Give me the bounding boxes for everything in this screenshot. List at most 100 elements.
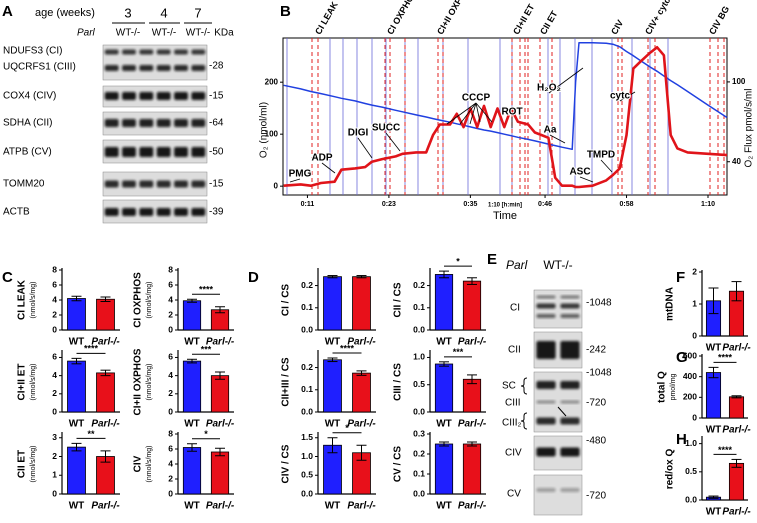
y-tick-label: 0: [692, 330, 697, 340]
annotation: ASC: [569, 167, 590, 178]
y-unit: (nmol/s/mg): [30, 446, 37, 483]
annotation-arrow: [469, 102, 477, 125]
age: 7: [194, 5, 201, 20]
annotation: CCCP: [462, 93, 491, 104]
significance: ***: [201, 345, 212, 355]
blot: [102, 111, 208, 136]
band: [156, 65, 171, 71]
error-bar: [100, 296, 111, 302]
band: [191, 92, 206, 100]
x-tick-label: WT: [184, 501, 200, 512]
band: [560, 417, 580, 425]
protein-label: SDHA (CII): [3, 118, 52, 129]
y-label: CI+II ET: [17, 364, 28, 401]
annotation-arrow: [459, 102, 477, 125]
x-tick-label: Parl-/-: [458, 337, 487, 348]
x-tick-label: WT: [325, 337, 341, 348]
blot: [102, 199, 208, 224]
y-tick-label: 0: [52, 488, 57, 498]
significance: ****: [718, 445, 733, 455]
x-tick-label: WT: [69, 337, 85, 348]
blots: [102, 44, 583, 516]
band: [560, 488, 580, 492]
bar: [462, 378, 482, 413]
band: [174, 147, 188, 157]
blot: [102, 171, 208, 197]
band: [536, 314, 556, 318]
y-label: mtDNA: [665, 287, 676, 321]
y-unit: (nmol/s/mg): [146, 282, 153, 319]
complex-label: CIII₂: [502, 418, 522, 429]
event-label: CIV BG: [707, 4, 731, 36]
y-tick-label: 2: [52, 309, 57, 319]
band: [104, 49, 119, 55]
band: [156, 180, 171, 188]
panel-label: F: [676, 269, 685, 286]
y-tick-label: 2: [52, 388, 57, 398]
significance: *: [345, 423, 349, 433]
brace: [520, 377, 528, 395]
error-bar: [356, 444, 367, 461]
annotation-arrow: [289, 178, 301, 183]
error-bar: [731, 395, 742, 399]
y-label: CIII / CS: [393, 363, 404, 401]
y-tick-label: 0.0: [301, 324, 313, 334]
genotype: WT-/-: [186, 28, 210, 39]
x-tick-label: WT: [706, 425, 722, 436]
error-bar: [100, 450, 111, 463]
x-tick-label: Parl-/-: [347, 501, 376, 512]
y-tick-label: 0.0: [301, 406, 313, 416]
y-tick-label: 4: [168, 458, 173, 468]
y-tick-label: 4: [52, 294, 57, 304]
bar: [67, 360, 86, 413]
y-tick-label: 0.2: [301, 280, 313, 290]
band: [156, 208, 171, 216]
bar: [462, 443, 482, 495]
y-tick-label: 0.0: [413, 488, 425, 498]
band: [122, 92, 136, 100]
band: [536, 447, 556, 457]
x-tick-label: WT: [69, 419, 85, 430]
y-unit: (nmol/s/mg): [146, 364, 153, 401]
marker: -720: [586, 398, 606, 409]
band: [104, 180, 119, 188]
x-tick-label: Parl-/-: [206, 501, 235, 512]
y-tick-label: 0: [168, 324, 173, 334]
y-label: CI+II OXPHOS: [133, 348, 144, 415]
band: [174, 208, 188, 216]
band: [174, 49, 188, 55]
band: [104, 208, 119, 216]
band: [139, 180, 154, 188]
significance: ****: [718, 353, 733, 363]
band: [560, 303, 580, 309]
y-tick-label: 0.1: [301, 302, 313, 312]
band: [139, 92, 154, 100]
band: [139, 208, 154, 216]
x-tick-label: Parl-/-: [722, 343, 751, 354]
panel-label: G: [676, 349, 688, 366]
y-tick-label: 2: [168, 473, 173, 483]
band: [122, 49, 136, 55]
x-tick-label: WT: [706, 507, 722, 518]
x-tick-label: WT: [436, 501, 452, 512]
protein-label: TOMM20: [3, 179, 45, 190]
marker: -50: [209, 147, 224, 158]
bar: [462, 280, 482, 331]
blot: [102, 139, 208, 164]
x-tick-label: WT: [69, 501, 85, 512]
bar: [182, 360, 202, 413]
y-tick-label: 0.3: [413, 428, 425, 438]
bar: [182, 300, 202, 331]
y-tick-label: 2: [52, 451, 57, 461]
error-bar: [467, 277, 477, 285]
y-label: CII ET: [17, 450, 28, 478]
y-tick-label: 4: [168, 294, 173, 304]
bar: [434, 443, 454, 495]
protein-label: ATPB (CV): [3, 147, 52, 158]
blot: [102, 85, 208, 108]
band: [560, 314, 580, 318]
band: [560, 381, 580, 389]
genotype: WT-/-: [543, 258, 572, 272]
panel-label: B: [280, 3, 291, 20]
y-tick-label: 0.0: [301, 488, 313, 498]
